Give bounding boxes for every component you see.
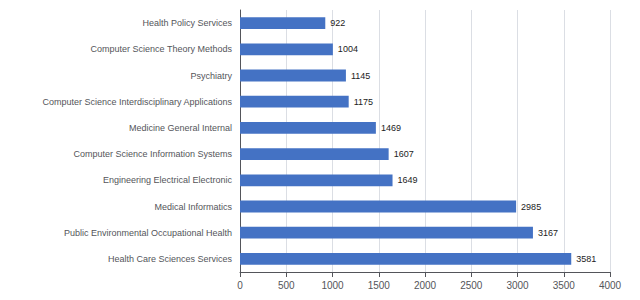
svg-text:1145: 1145 (351, 71, 370, 81)
svg-text:1500: 1500 (368, 280, 391, 291)
svg-text:Medical Informatics: Medical Informatics (154, 202, 232, 212)
svg-text:3500: 3500 (553, 280, 576, 291)
svg-text:Computer Science Information S: Computer Science Information Systems (73, 149, 232, 159)
svg-text:Medicine General Internal: Medicine General Internal (129, 123, 232, 133)
svg-text:3581: 3581 (576, 254, 596, 264)
svg-text:Public Environmental Occupatio: Public Environmental Occupational Health (64, 228, 232, 238)
svg-text:Psychiatry: Psychiatry (190, 71, 232, 81)
svg-text:1175: 1175 (354, 97, 373, 107)
svg-text:1649: 1649 (398, 175, 418, 185)
svg-text:1004: 1004 (338, 44, 358, 54)
svg-text:Engineering Electrical Electro: Engineering Electrical Electronic (103, 175, 233, 185)
svg-text:1469: 1469 (381, 123, 401, 133)
svg-text:2500: 2500 (460, 280, 483, 291)
svg-text:922: 922 (330, 18, 345, 28)
svg-text:2000: 2000 (414, 280, 437, 291)
svg-text:Health Policy Services: Health Policy Services (142, 18, 232, 28)
svg-text:Health Care Sciences Services: Health Care Sciences Services (108, 254, 233, 264)
svg-text:Computer Science Interdiscipli: Computer Science Interdisciplinary Appli… (42, 97, 232, 107)
svg-text:4000: 4000 (599, 280, 622, 291)
svg-text:0: 0 (237, 280, 243, 291)
svg-text:1000: 1000 (321, 280, 344, 291)
svg-text:3000: 3000 (506, 280, 529, 291)
svg-text:Computer Science Theory Method: Computer Science Theory Methods (91, 44, 233, 54)
svg-text:3167: 3167 (538, 228, 558, 238)
svg-text:500: 500 (278, 280, 295, 291)
svg-text:2985: 2985 (521, 202, 541, 212)
svg-text:1607: 1607 (394, 149, 414, 159)
